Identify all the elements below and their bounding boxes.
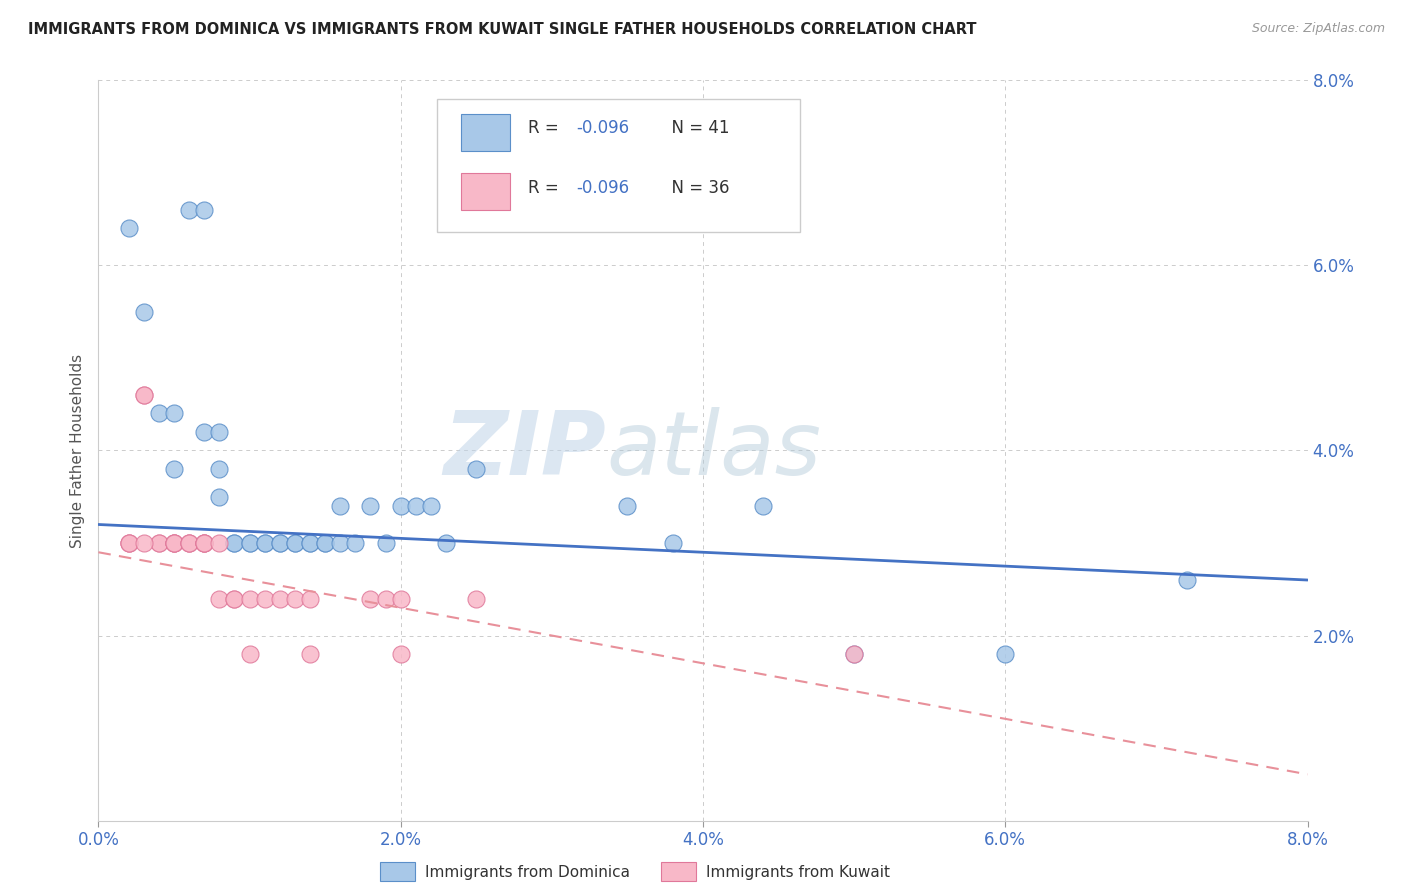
Point (314, 536, 336, 550)
Point (239, 647, 262, 661)
Point (132, 304, 155, 318)
Point (360, 591, 382, 606)
Point (253, 536, 276, 550)
Text: R =: R = (527, 120, 564, 137)
Point (389, 591, 412, 606)
Point (752, 499, 775, 513)
Point (179, 536, 201, 550)
Point (163, 536, 186, 550)
Point (239, 536, 262, 550)
Point (269, 536, 291, 550)
Point (299, 536, 322, 550)
Point (844, 647, 866, 661)
Point (239, 591, 262, 606)
Point (465, 462, 488, 476)
Point (118, 536, 141, 550)
Point (118, 536, 141, 550)
Point (193, 202, 215, 217)
Point (994, 647, 1017, 661)
Point (132, 388, 155, 402)
FancyBboxPatch shape (437, 99, 800, 232)
Point (269, 536, 291, 550)
Point (208, 425, 231, 439)
Point (193, 536, 215, 550)
Point (208, 462, 231, 476)
FancyBboxPatch shape (461, 113, 509, 151)
Point (299, 536, 322, 550)
Point (179, 202, 201, 217)
Point (193, 536, 215, 550)
Text: ZIP: ZIP (443, 407, 606, 494)
Point (253, 591, 276, 606)
Point (329, 536, 352, 550)
Point (844, 647, 866, 661)
Point (163, 536, 186, 550)
Point (389, 647, 412, 661)
Text: Immigrants from Dominica: Immigrants from Dominica (425, 865, 630, 880)
Point (374, 536, 396, 550)
Point (179, 536, 201, 550)
Point (1175, 573, 1198, 587)
Point (224, 591, 246, 606)
Y-axis label: Single Father Households: Single Father Households (69, 353, 84, 548)
Text: R =: R = (527, 178, 564, 196)
Point (269, 591, 291, 606)
Text: IMMIGRANTS FROM DOMINICA VS IMMIGRANTS FROM KUWAIT SINGLE FATHER HOUSEHOLDS CORR: IMMIGRANTS FROM DOMINICA VS IMMIGRANTS F… (28, 22, 977, 37)
Text: atlas: atlas (606, 408, 821, 493)
FancyBboxPatch shape (461, 173, 509, 210)
Point (314, 536, 336, 550)
Point (405, 499, 427, 513)
Point (118, 221, 141, 235)
Point (148, 536, 170, 550)
Point (224, 536, 246, 550)
Point (360, 499, 382, 513)
Point (224, 536, 246, 550)
Point (616, 499, 638, 513)
Point (163, 407, 186, 421)
Point (163, 462, 186, 476)
Point (132, 536, 155, 550)
Point (389, 499, 412, 513)
Point (163, 536, 186, 550)
Point (208, 536, 231, 550)
Point (179, 536, 201, 550)
Point (193, 536, 215, 550)
Text: Immigrants from Kuwait: Immigrants from Kuwait (706, 865, 890, 880)
Point (299, 591, 322, 606)
Point (661, 536, 683, 550)
Point (193, 425, 215, 439)
Point (465, 591, 488, 606)
Text: -0.096: -0.096 (576, 120, 628, 137)
Point (224, 591, 246, 606)
Point (284, 591, 307, 606)
Point (193, 536, 215, 550)
Point (420, 499, 443, 513)
Point (118, 536, 141, 550)
Point (208, 490, 231, 504)
Point (239, 536, 262, 550)
Point (132, 388, 155, 402)
Point (148, 536, 170, 550)
Point (284, 536, 307, 550)
Point (299, 647, 322, 661)
Text: Source: ZipAtlas.com: Source: ZipAtlas.com (1251, 22, 1385, 36)
Point (148, 407, 170, 421)
Text: N = 36: N = 36 (661, 178, 730, 196)
Point (284, 536, 307, 550)
Point (253, 536, 276, 550)
Point (329, 499, 352, 513)
Point (163, 536, 186, 550)
Text: -0.096: -0.096 (576, 178, 628, 196)
Point (344, 536, 367, 550)
Text: N = 41: N = 41 (661, 120, 730, 137)
Point (374, 591, 396, 606)
Point (208, 591, 231, 606)
Point (434, 536, 457, 550)
